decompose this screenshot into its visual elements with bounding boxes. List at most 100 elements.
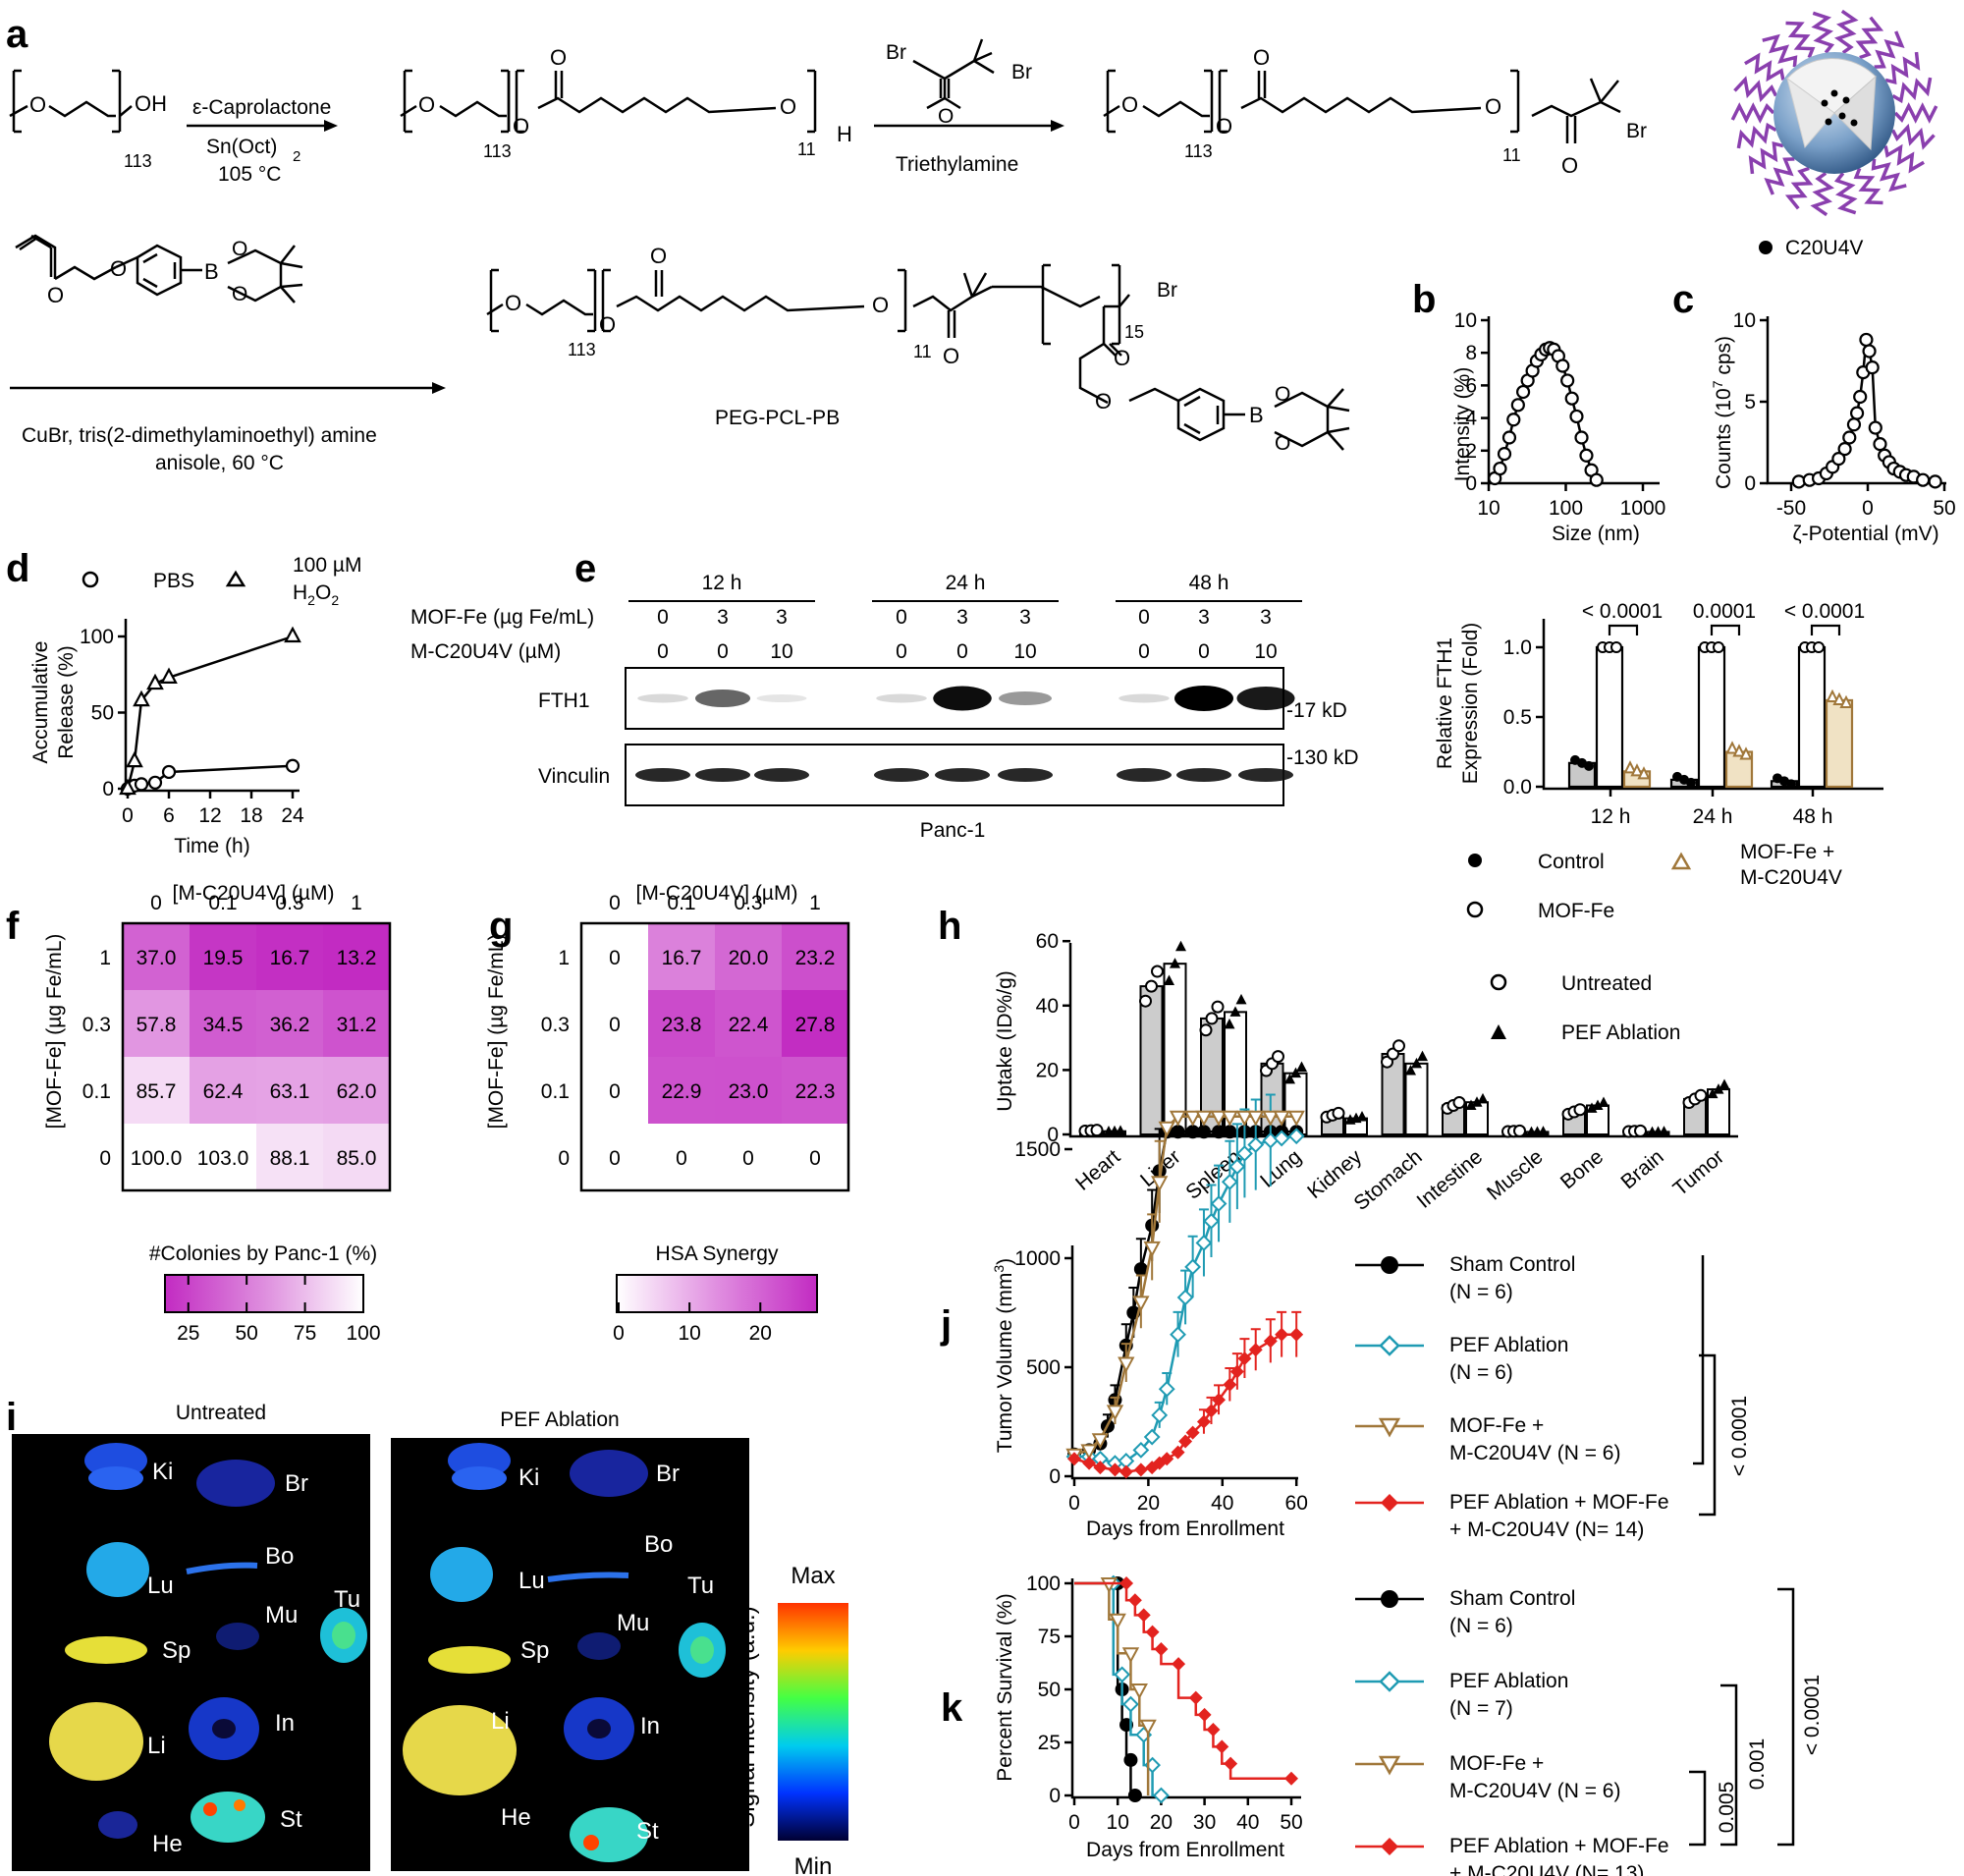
d-ylabel-1: Accumulative: [29, 641, 52, 764]
b-xlabel: Size (nm): [1552, 523, 1640, 545]
k-pvalue-2: 0.001: [1746, 1738, 1769, 1791]
g-colorbar: [616, 1274, 818, 1313]
polymer-chain: [1785, 21, 1816, 59]
j-point-combo: [1263, 1334, 1278, 1349]
i-organ-label: Tu: [687, 1573, 714, 1599]
panel-letter-d: d: [6, 547, 29, 590]
arrow-head-icon: [432, 382, 446, 394]
e-legend-combo-1: MOF-Fe +: [1740, 841, 1834, 863]
heatmap-value: 20.0: [729, 947, 769, 969]
product-name: PEG-PCL-PB: [715, 407, 840, 429]
band-fth1: [1118, 693, 1170, 703]
structure-boronate-monomer: [15, 234, 303, 303]
heatmap-cell: [123, 1124, 190, 1190]
atom-h: H: [837, 122, 852, 146]
j-point-moffe: [1221, 1110, 1239, 1127]
legend-label: (N = 6): [1449, 1615, 1513, 1637]
j-point-pef: [1132, 1441, 1150, 1459]
x-tick-label: 1000: [1620, 497, 1666, 520]
k-point-sham: [1123, 1752, 1138, 1767]
j-point-moffe: [1132, 1296, 1150, 1312]
j-point-pef: [1210, 1195, 1228, 1212]
heatmap-value: 0: [609, 1080, 621, 1103]
y-tick-label: 75: [1038, 1626, 1061, 1648]
heatmap-cell: [190, 990, 256, 1057]
x-tick-label: 0: [1068, 1811, 1080, 1834]
atom-o: O: [780, 94, 796, 119]
c-data-marks: [1791, 332, 1942, 489]
j-point-combo: [1275, 1327, 1289, 1342]
panel-letter-a: a: [6, 13, 28, 56]
i-organ-label: Ki: [518, 1464, 539, 1491]
panel-a: a O OH 113 ε-Caprolactone Sn(Oct) 2 105 …: [6, 9, 1938, 474]
k-point-combo: [1224, 1756, 1238, 1771]
h-point-pef: [1477, 1092, 1489, 1104]
legend-label: Sham Control: [1449, 1253, 1575, 1276]
y-tick-label: 5: [1744, 391, 1756, 414]
heatmap-cell: [256, 923, 323, 990]
b-point: [1555, 359, 1570, 373]
j-point-moffe: [1195, 1110, 1213, 1127]
x-tick-label: 50: [1933, 497, 1955, 520]
subscript-113: 113: [568, 340, 596, 359]
j-point-pef: [1151, 1407, 1169, 1424]
y-tick-label: 500: [1026, 1356, 1061, 1379]
j-point-pef: [1221, 1173, 1238, 1190]
j-point-sham: [1133, 1262, 1148, 1277]
i-organs-pef: [403, 1443, 726, 1862]
j-point-pef: [1195, 1235, 1213, 1251]
panel-letter-c: c: [1672, 278, 1694, 321]
k-legend: Sham Control (N = 6) PEF Ablation (N = 7) MO…: [1355, 1587, 1669, 1876]
legend-label: PEF Ablation + MOF-Fe: [1449, 1835, 1669, 1857]
j-point-pef: [1273, 1130, 1290, 1147]
h-point-pef: [1224, 1018, 1235, 1029]
i-organ-label: St: [280, 1806, 302, 1833]
polymer-chain: [1890, 123, 1936, 150]
heatmap-cell: [323, 990, 390, 1057]
j-point-moffe: [1183, 1110, 1202, 1127]
h-point-pef: [1471, 1096, 1483, 1107]
c-point: [1849, 406, 1865, 420]
e-timepoint: 24 h: [946, 572, 986, 594]
g-heatmap: 0 0.1 0.3 1 1 0 16.7 20.0 23.2 0.3 0 23.8 22.4 27.8 0.…: [541, 892, 850, 1192]
c-fit-line: [1798, 339, 1936, 483]
polymer-chain: [1893, 102, 1938, 124]
h-point-untreated: [1090, 1124, 1104, 1137]
h-point-pef: [1229, 1006, 1241, 1017]
i-organ-label: Mu: [617, 1610, 649, 1636]
heatmap-value: 62.0: [337, 1080, 377, 1103]
k-point-combo: [1145, 1625, 1160, 1639]
i-organ-label: Li: [491, 1708, 510, 1735]
heatmap-value: 0: [609, 1014, 621, 1036]
heatmap-value: 23.2: [795, 947, 836, 969]
heatmap-col-label: 1: [809, 892, 821, 914]
j-point-pef: [1247, 1136, 1265, 1153]
band-vinculin: [1176, 768, 1231, 782]
e-point-combo: [1630, 763, 1644, 777]
h-point-untreated: [1452, 1096, 1466, 1110]
i-organs-untreated: [49, 1443, 367, 1843]
x-tick-label: -50: [1776, 497, 1806, 520]
h-point-pef: [1170, 958, 1180, 968]
y-tick-label: 0: [1047, 1124, 1059, 1146]
atom-br: Br: [1157, 279, 1177, 302]
band-fth1: [999, 691, 1052, 705]
j-point-sham: [1185, 1125, 1200, 1139]
band-fth1: [756, 694, 807, 702]
e-bar: [1595, 645, 1624, 789]
atom-o: O: [599, 312, 616, 337]
k-point-combo: [1172, 1657, 1186, 1672]
y-tick-label: 0: [102, 778, 114, 800]
e-lane-mc20u4v: 0: [896, 640, 907, 663]
k-bracket-2: [1720, 1683, 1738, 1847]
panel-letter-h: h: [938, 905, 961, 948]
h-point-untreated: [1199, 1023, 1213, 1037]
polymer-chain: [1730, 102, 1775, 124]
legend-marker-icon: [1381, 1256, 1398, 1274]
h-point-pef: [1115, 1125, 1126, 1135]
i-organ-label: Tu: [334, 1586, 360, 1613]
j-point-moffe: [1210, 1110, 1228, 1127]
legend-label: (N = 7): [1449, 1697, 1513, 1720]
heatmap-cell: [123, 923, 190, 990]
h-ylabel: Uptake (ID%/g): [994, 970, 1016, 1112]
